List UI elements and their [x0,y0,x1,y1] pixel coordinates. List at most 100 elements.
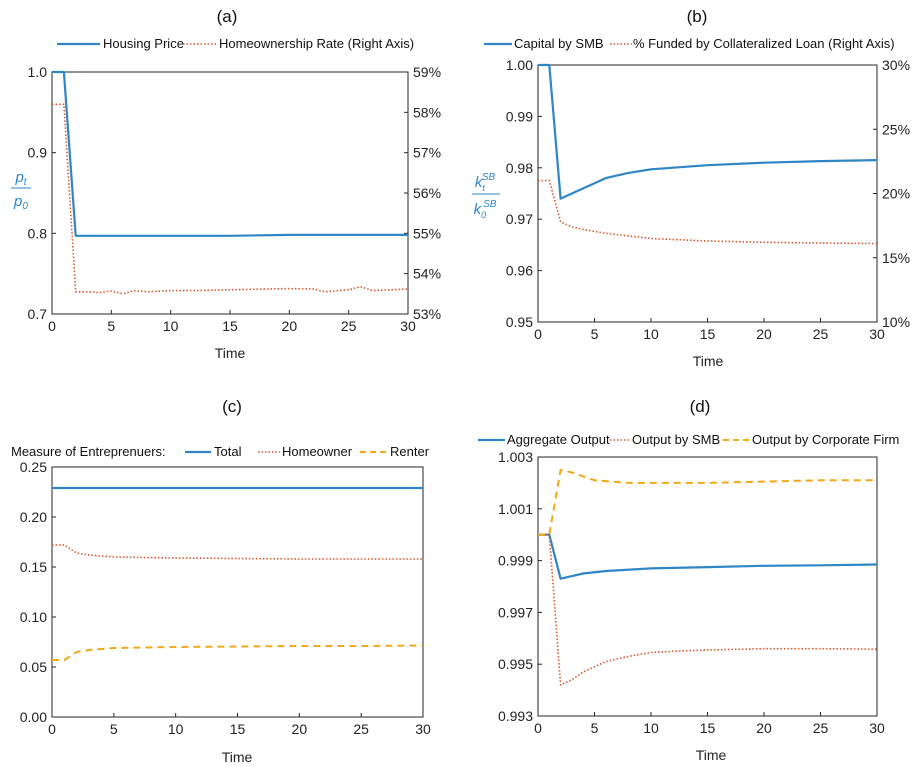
panel-d-series [538,468,878,686]
panel-c-ytick-label: 0.15 [20,559,47,575]
panel-c-legend-total: Total [214,444,242,459]
panel-a-ylabel: pt p0 [11,169,31,212]
panel-b-xlabel: Time [693,353,724,369]
panel-a-series-homeownership-rate-right-axis [52,103,409,295]
panel-d-ytick-label: 1.001 [498,501,533,517]
panel-a-ytick-label: 0.9 [28,145,48,161]
panel-c-xtick-label: 25 [353,721,369,737]
panel-d-legend-aggregate: Aggregate Output [507,432,610,447]
panel-a-ylabel-den: p0 [13,193,28,212]
panel-b-legend: Capital by SMB % Funded by Collateralize… [484,36,895,51]
panel-c-legend-renter: Renter [390,444,430,459]
panel-a-xtick-label: 5 [107,318,115,334]
panel-a-xtick-label: 0 [48,318,56,334]
panel-c-ytick-label: 0.00 [20,709,47,725]
panel-a-y2tick-label: 57% [413,145,441,161]
panel-b-ytick-label: 1.00 [506,57,533,73]
panel-c-legend-homeowner: Homeowner [282,444,353,459]
panel-b: (b) Capital by SMB % Funded by Collatera… [472,7,910,369]
panel-a-xtick-label: 10 [163,318,179,334]
panel-b-xtick-label: 25 [813,326,829,342]
panel-c-legend: Measure of Entreprenuers: Total Homeowne… [11,444,430,459]
panel-c-legend-title: Measure of Entreprenuers: [11,444,166,459]
panel-d-xtick-label: 20 [756,720,772,736]
panel-d-plot-area [537,456,878,717]
panel-b-ytick-label: 0.98 [506,160,533,176]
panel-a-xtick-label: 20 [282,318,298,334]
panel-c-xtick-label: 20 [292,721,308,737]
panel-a: (a) Housing Price Homeownership Rate (Ri… [11,7,441,361]
panel-c-series-homeowner [52,544,423,560]
panel-d-ytick-label: 0.997 [498,604,533,620]
panel-d-xtick-label: 30 [869,720,885,736]
panel-d-ytick-label: 1.003 [498,449,533,465]
panel-c-plot-area [51,466,424,718]
panel-c-xtick-label: 0 [48,721,56,737]
panel-a-legend-housing-price: Housing Price [103,36,184,51]
panel-b-xtick-label: 20 [756,326,772,342]
panel-b-y2ticks: 10% 15% 20% 25% 30% [873,57,910,330]
panel-d-xlabel: Time [696,747,727,763]
panel-d-series-aggregate-output [538,533,878,580]
panel-c-series [52,486,424,661]
panel-c-xtick-label: 10 [168,721,184,737]
panel-c-xtick-label: 5 [110,721,118,737]
panel-b-series-capital-by-smb [538,63,878,200]
panel-c-series-renter [52,644,424,661]
panel-a-y2tick-label: 55% [413,225,441,241]
panel-b-legend-funded: % Funded by Collateralized Loan (Right A… [633,36,895,51]
panel-a-yticks: 0.7 0.8 0.9 1.0 [28,64,56,322]
panel-b-ytick-label: 0.96 [506,263,533,279]
panel-d-ytick-label: 0.999 [498,553,533,569]
panel-b-ylabel-num: ktSB [475,172,496,193]
panel-d-xtick-label: 5 [591,720,599,736]
panel-d-series-output-by-smb [538,533,878,686]
panel-a-ytick-label: 1.0 [28,64,48,80]
panel-c-ytick-label: 0.25 [20,459,47,475]
panel-a-xtick-label: 15 [222,318,238,334]
panel-c-ytick-label: 0.20 [20,509,47,525]
panel-b-y2tick-label: 30% [882,57,910,73]
panel-d-ytick-label: 0.993 [498,708,533,724]
panel-b-y2tick-label: 20% [882,186,910,202]
panel-a-xticks: 0 5 10 15 20 25 30 [48,310,416,334]
panel-d-xticks: 0 5 10 15 20 25 30 [534,712,885,736]
panel-c-xtick-label: 30 [415,721,431,737]
panel-b-series [538,63,878,245]
panel-a-y2tick-label: 56% [413,185,441,201]
panel-a-xlabel: Time [215,345,246,361]
panel-b-ytick-label: 0.99 [506,108,533,124]
panel-a-label: (a) [217,7,238,26]
panel-a-y2tick-label: 54% [413,266,441,282]
panel-b-ylabel: ktSB k0SB [472,172,500,220]
panel-b-y2tick-label: 25% [882,121,910,137]
panel-b-xtick-label: 30 [869,326,885,342]
panel-b-xtick-label: 10 [643,326,659,342]
panel-b-xtick-label: 0 [534,326,542,342]
panel-b-yticks: 0.95 0.96 0.97 0.98 0.99 1.00 [506,57,542,330]
panel-a-series-housing-price [52,70,408,237]
panel-c-xtick-label: 15 [230,721,246,737]
panel-b-series-funded-by-collateralized-loan-right-axis [538,179,878,245]
panel-a-plot-area [51,71,409,315]
panel-d-xtick-label: 0 [534,720,542,736]
panel-d-label: (d) [690,397,711,416]
panel-b-plot-area [537,64,878,323]
panel-b-xticks: 0 5 10 15 20 25 30 [534,318,885,342]
panel-b-legend-capital: Capital by SMB [514,36,604,51]
panel-a-xtick-label: 25 [341,318,357,334]
panel-c: (c) Measure of Entreprenuers: Total Home… [11,397,431,765]
panel-c-xticks: 0 5 10 15 20 25 30 [48,713,431,737]
panel-d-legend: Aggregate Output Output by SMB Output by… [478,432,899,447]
panel-d-yticks: 0.993 0.995 0.997 0.999 1.001 1.003 [498,449,542,724]
panel-a-xtick-label: 30 [400,318,416,334]
panel-b-y2tick-label: 15% [882,250,910,266]
panel-d-xtick-label: 15 [700,720,716,736]
panel-c-yticks: 0.00 0.05 0.10 0.15 0.20 0.25 [20,459,56,725]
panel-b-ytick-label: 0.95 [506,314,533,330]
panel-b-ylabel-den: k0SB [474,199,497,220]
panel-d-xtick-label: 10 [643,720,659,736]
panel-a-y2tick-label: 58% [413,104,441,120]
panel-c-label: (c) [222,397,242,416]
